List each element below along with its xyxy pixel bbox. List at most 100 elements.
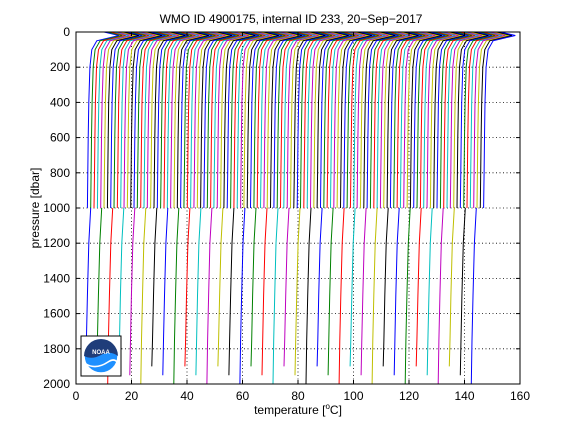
profile-line-deep: [393, 207, 400, 376]
profile-line-shallow: [366, 31, 399, 209]
profile-line-shallow: [206, 31, 240, 209]
profile-line-deep: [239, 207, 246, 385]
profile-line-shallow: [406, 31, 439, 209]
profile-line-shallow: [260, 31, 293, 209]
profile-line-deep: [459, 207, 466, 376]
profile-line-shallow: [190, 31, 223, 209]
profile-line-deep: [371, 207, 378, 385]
x-tick-label: 160: [510, 389, 530, 403]
profile-line-shallow: [449, 31, 483, 209]
profile-line-deep: [448, 207, 455, 367]
chart-title: WMO ID 4900175, internal ID 233, 20−Sep−…: [160, 12, 423, 26]
profile-line-deep: [261, 207, 268, 376]
profile-line-shallow: [196, 31, 230, 209]
profile-line-shallow: [263, 31, 296, 209]
profile-line-shallow: [240, 31, 273, 209]
profile-line-shallow: [376, 31, 409, 209]
profile-line-shallow: [399, 31, 433, 209]
profile-line-deep: [217, 207, 224, 367]
profile-line-shallow: [273, 31, 306, 209]
profile-line-deep: [250, 207, 257, 367]
profile-line-shallow: [473, 31, 506, 209]
profile-line-shallow: [223, 31, 256, 209]
profile-line-shallow: [236, 31, 270, 209]
profile-line-shallow: [266, 31, 299, 209]
profile-line-shallow: [203, 31, 236, 209]
profile-line-shallow: [193, 31, 226, 209]
profile-line-shallow: [163, 31, 196, 209]
x-tick-label: 20: [125, 389, 139, 403]
profile-line-shallow: [183, 31, 216, 209]
profile-line-shallow: [280, 31, 313, 209]
profile-line-deep: [338, 207, 345, 385]
profile-line-shallow: [140, 31, 173, 209]
profile-line-shallow: [256, 31, 289, 209]
profile-line-shallow: [423, 31, 456, 209]
y-tick-labels: 0 200 400 600 800 1000 1200 1400 1600 1800 2000: [43, 25, 70, 391]
noaa-logo-icon: NOAA: [80, 335, 122, 377]
profile-line-shallow: [439, 31, 473, 209]
y-tick-label: 2000: [43, 377, 70, 391]
profiles-group: [85, 31, 516, 385]
y-tick-label: 800: [50, 166, 70, 180]
profile-line-shallow: [409, 31, 443, 209]
profile-line-shallow: [153, 31, 186, 209]
profile-line-shallow: [429, 31, 463, 209]
profile-line-shallow: [476, 31, 509, 209]
profile-line-deep: [228, 207, 235, 376]
profile-line-shallow: [383, 31, 416, 209]
profile-line-shallow: [276, 31, 309, 209]
profile-line-deep: [470, 207, 477, 385]
profile-line-shallow: [133, 31, 166, 209]
profile-line-shallow: [173, 31, 206, 209]
profile-line-deep: [382, 207, 389, 367]
profile-line-shallow: [270, 31, 303, 209]
profile-line-shallow: [483, 31, 516, 209]
x-tick-label: 140: [454, 389, 474, 403]
profile-line-deep: [305, 207, 312, 385]
profile-line-shallow: [116, 31, 150, 209]
profile-line-shallow: [86, 31, 120, 209]
profile-line-deep: [327, 207, 334, 376]
profile-line-shallow: [306, 31, 339, 209]
profile-line-shallow: [369, 31, 403, 209]
profile-line-shallow: [333, 31, 366, 209]
profile-line-shallow: [389, 31, 423, 209]
profile-line-deep: [437, 207, 444, 385]
profile-line-shallow: [293, 31, 326, 209]
profile-line-deep: [283, 207, 290, 367]
profile-line-deep: [360, 207, 367, 376]
profile-line-deep: [162, 207, 169, 376]
profile-line-shallow: [200, 31, 233, 209]
profile-line-deep: [206, 207, 213, 385]
y-tick-label: 0: [63, 25, 70, 39]
profile-line-shallow: [453, 31, 486, 209]
profile-line-shallow: [286, 31, 319, 209]
profile-line-shallow: [396, 31, 429, 209]
profile-line-deep: [404, 207, 411, 385]
profile-line-shallow: [330, 31, 363, 209]
y-tick-label: 1400: [43, 271, 70, 285]
profile-line-shallow: [220, 31, 253, 209]
profile-line-shallow: [340, 31, 373, 209]
profile-line-shallow: [106, 31, 140, 209]
profile-line-shallow: [479, 31, 513, 209]
profile-line-shallow: [103, 31, 136, 209]
profile-line-shallow: [156, 31, 190, 209]
profile-line-shallow: [446, 31, 479, 209]
x-tick-labels: 0 20 40 60 80 100 120 140 160: [73, 389, 531, 403]
profile-line-shallow: [310, 31, 343, 209]
profile-line-shallow: [146, 31, 180, 209]
profile-line-shallow: [210, 31, 243, 209]
profile-line-deep: [349, 207, 356, 367]
y-tick-label: 1600: [43, 307, 70, 321]
x-tick-label: 120: [399, 389, 419, 403]
profile-line-shallow: [336, 31, 369, 209]
profile-line-shallow: [456, 31, 489, 209]
profile-line-shallow: [393, 31, 426, 209]
profile-line-deep: [140, 207, 147, 385]
profile-line-shallow: [130, 31, 163, 209]
profile-line-shallow: [416, 31, 449, 209]
profile-line-shallow: [283, 31, 316, 209]
